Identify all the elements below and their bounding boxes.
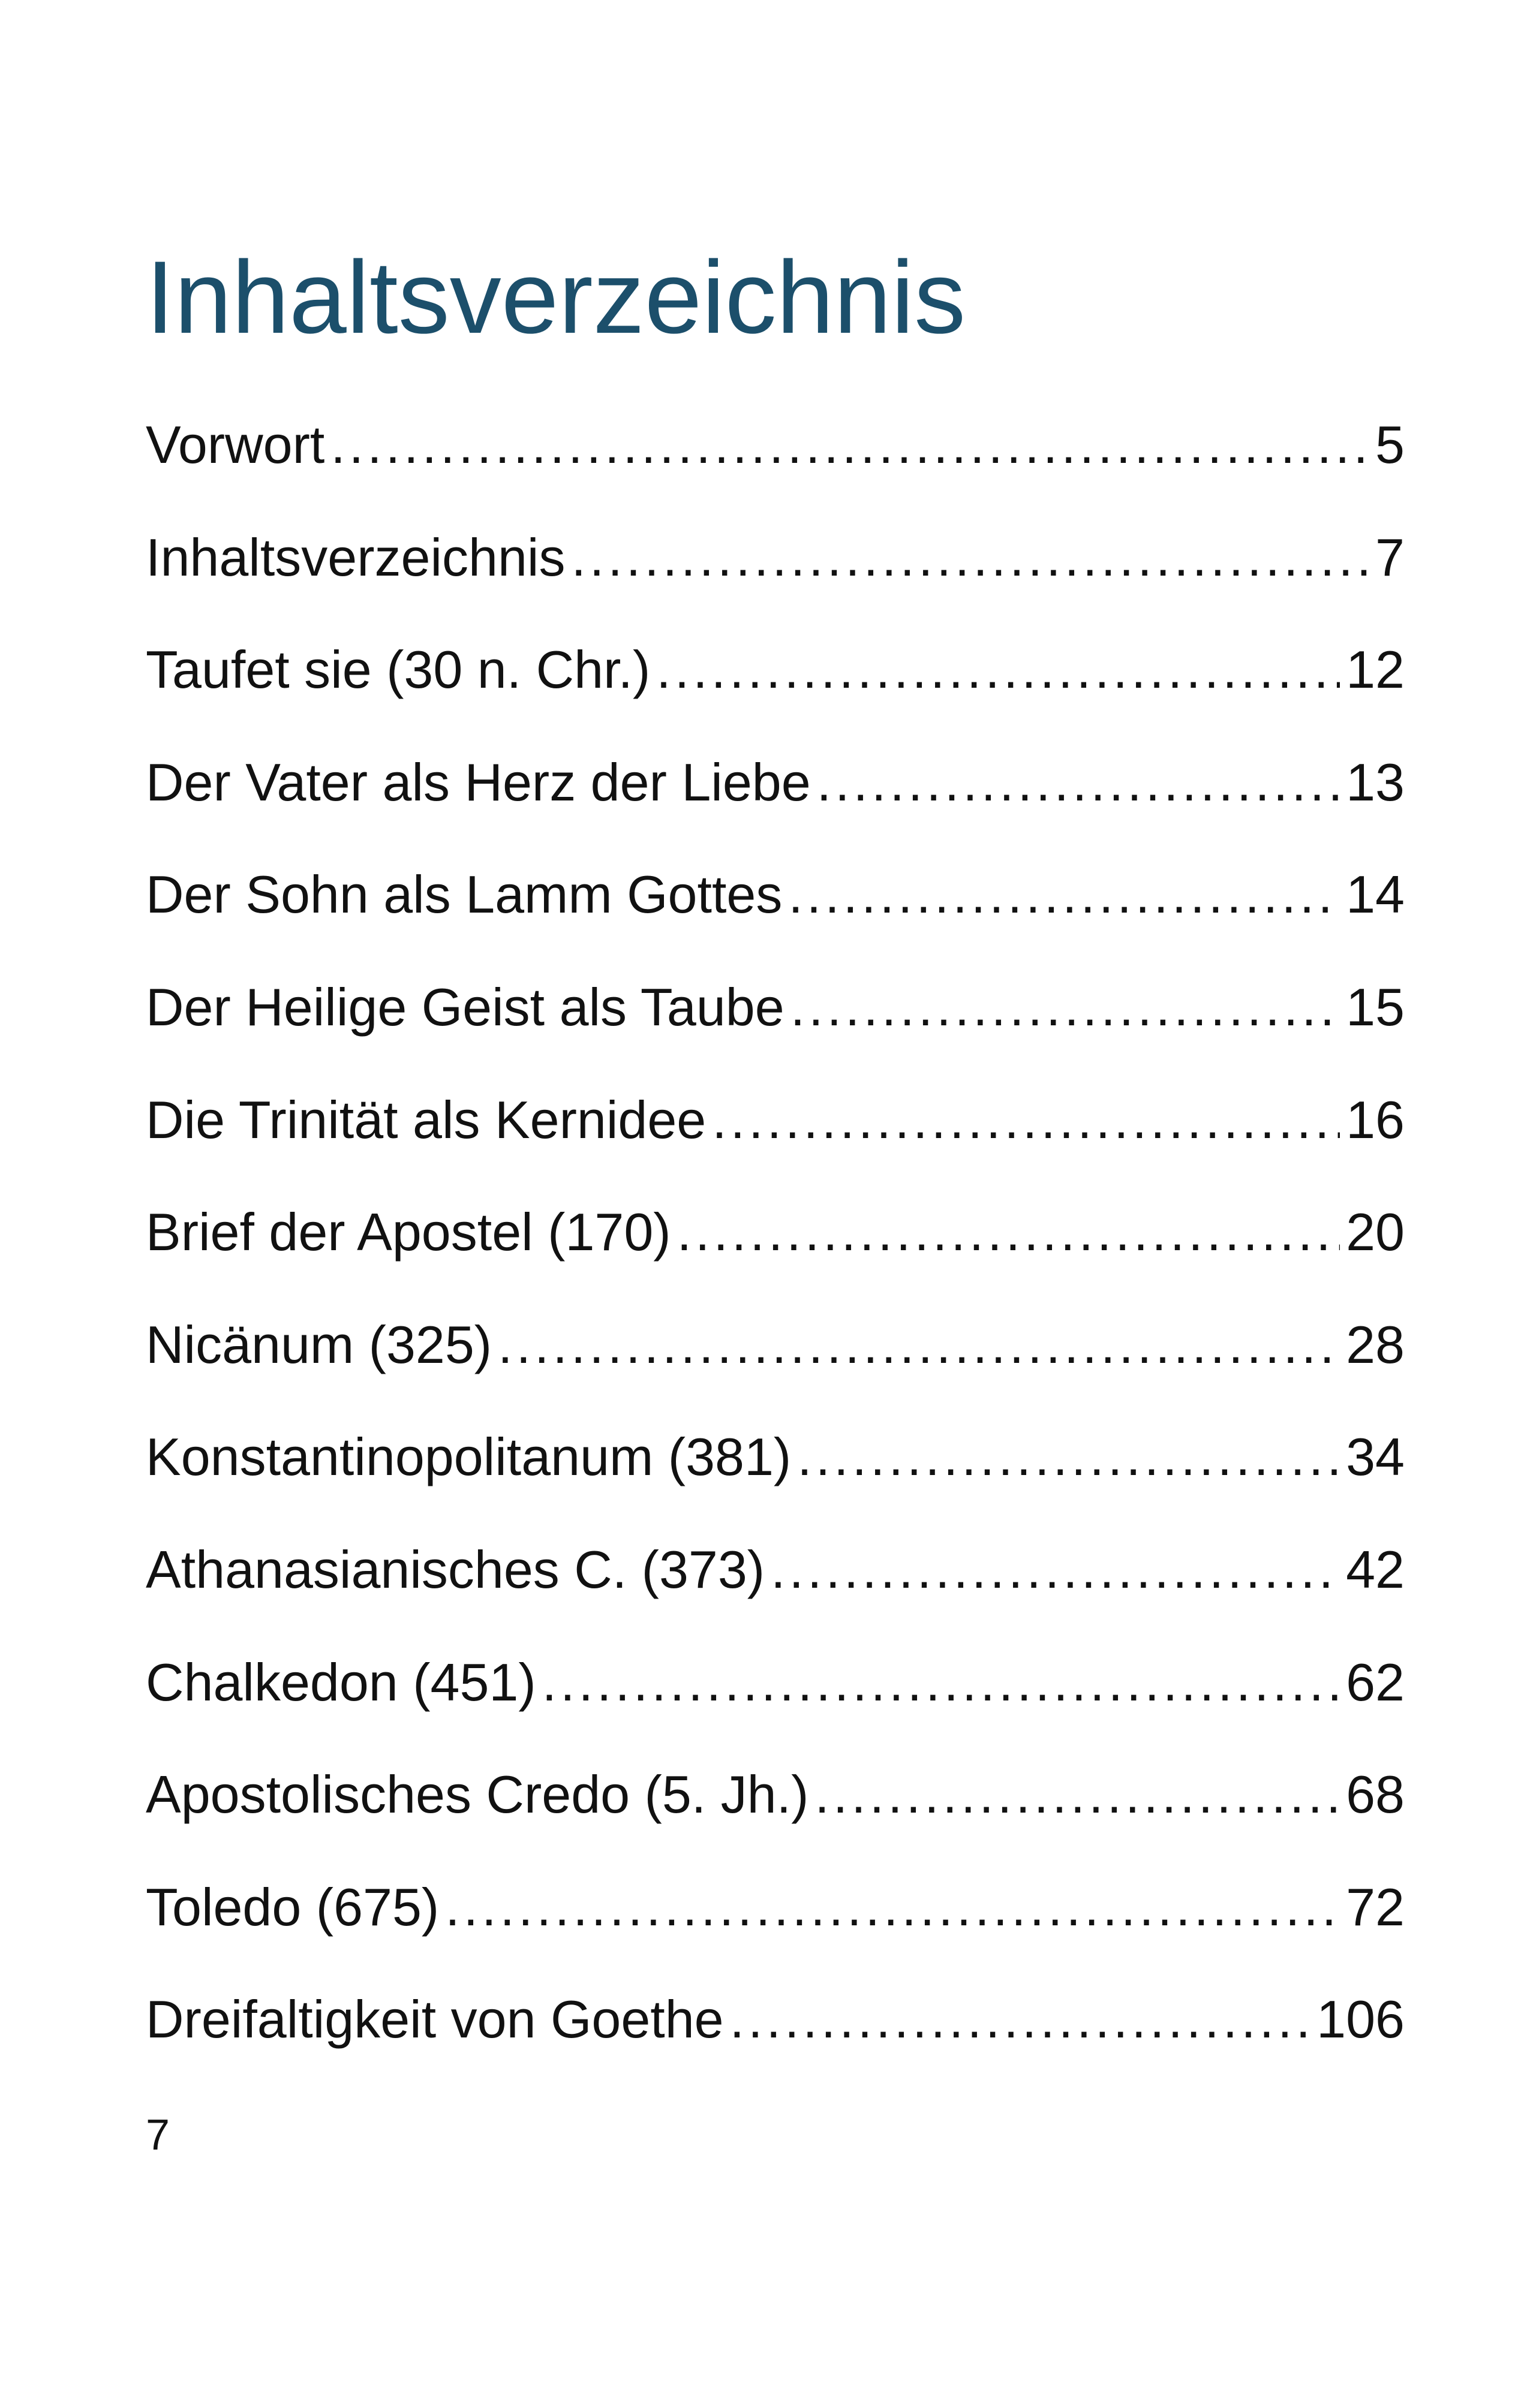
page-number: 7 bbox=[146, 2111, 170, 2159]
toc-dot-leader bbox=[330, 411, 1369, 478]
toc-entry-label: Der Vater als Herz der Liebe bbox=[146, 752, 811, 812]
toc-entry-page: 34 bbox=[1346, 1427, 1405, 1487]
toc-entry[interactable]: Vorwort 5 bbox=[146, 411, 1405, 524]
toc-entry-page: 28 bbox=[1346, 1314, 1405, 1374]
toc-entry[interactable]: Die Trinität als Kernidee 16 bbox=[146, 1086, 1405, 1199]
toc-dot-leader bbox=[677, 1199, 1340, 1266]
toc-dot-leader bbox=[730, 1986, 1311, 2053]
toc-dot-leader bbox=[817, 749, 1340, 816]
toc-dot-leader bbox=[498, 1311, 1340, 1378]
table-of-contents: Vorwort 5 Inhaltsverzeichnis 7 Taufet si… bbox=[146, 411, 1405, 2099]
toc-entry-page: 12 bbox=[1346, 640, 1405, 700]
toc-entry-page: 68 bbox=[1346, 1765, 1405, 1825]
toc-entry-label: Brief der Apostel (170) bbox=[146, 1202, 671, 1262]
toc-entry-label: Konstantinopolitanum (381) bbox=[146, 1427, 792, 1487]
toc-dot-leader bbox=[445, 1874, 1340, 1941]
toc-entry[interactable]: Brief der Apostel (170) 20 bbox=[146, 1199, 1405, 1311]
toc-entry-label: Die Trinität als Kernidee bbox=[146, 1089, 707, 1149]
toc-dot-leader bbox=[712, 1086, 1340, 1154]
toc-entry[interactable]: Der Heilige Geist als Taube 15 bbox=[146, 974, 1405, 1086]
toc-entry[interactable]: Konstantinopolitanum (381) 34 bbox=[146, 1423, 1405, 1536]
toc-entry-page: 62 bbox=[1346, 1652, 1405, 1712]
toc-entry[interactable]: Taufet sie (30 n. Chr.) 12 bbox=[146, 636, 1405, 749]
toc-dot-leader bbox=[771, 1536, 1340, 1603]
toc-entry-label: Inhaltsverzeichnis bbox=[146, 527, 566, 587]
toc-entry-page: 106 bbox=[1316, 1989, 1405, 2049]
toc-entry-page: 20 bbox=[1346, 1202, 1405, 1262]
toc-entry[interactable]: Nicänum (325) 28 bbox=[146, 1311, 1405, 1424]
toc-dot-leader bbox=[797, 1423, 1340, 1491]
toc-entry-label: Der Sohn als Lamm Gottes bbox=[146, 865, 783, 925]
toc-entry-label: Athanasianisches C. (373) bbox=[146, 1539, 765, 1599]
toc-dot-leader bbox=[656, 636, 1340, 703]
toc-entry-label: Apostolisches Credo (5. Jh.) bbox=[146, 1765, 809, 1825]
toc-entry[interactable]: Inhaltsverzeichnis 7 bbox=[146, 524, 1405, 637]
toc-entry-page: 13 bbox=[1346, 752, 1405, 812]
toc-entry[interactable]: Apostolisches Credo (5. Jh.) 68 bbox=[146, 1761, 1405, 1874]
toc-dot-leader bbox=[542, 1649, 1340, 1716]
toc-entry-label: Dreifaltigkeit von Goethe bbox=[146, 1989, 724, 2049]
toc-entry[interactable]: Dreifaltigkeit von Goethe 106 bbox=[146, 1986, 1405, 2099]
toc-entry-label: Taufet sie (30 n. Chr.) bbox=[146, 640, 651, 700]
toc-entry-label: Der Heilige Geist als Taube bbox=[146, 977, 784, 1037]
toc-entry-page: 15 bbox=[1346, 977, 1405, 1037]
toc-entry-label: Vorwort bbox=[146, 415, 325, 474]
toc-entry-page: 72 bbox=[1346, 1877, 1405, 1937]
toc-entry-label: Nicänum (325) bbox=[146, 1314, 492, 1374]
toc-dot-leader bbox=[571, 524, 1369, 591]
toc-dot-leader bbox=[790, 974, 1340, 1041]
toc-entry-page: 16 bbox=[1346, 1089, 1405, 1149]
toc-dot-leader bbox=[814, 1761, 1340, 1828]
toc-entry-page: 7 bbox=[1375, 527, 1405, 587]
toc-entry-label: Chalkedon (451) bbox=[146, 1652, 536, 1712]
toc-entry-page: 14 bbox=[1346, 865, 1405, 925]
toc-entry-page: 42 bbox=[1346, 1539, 1405, 1599]
page-title: Inhaltsverzeichnis bbox=[146, 240, 966, 355]
toc-entry[interactable]: Chalkedon (451) 62 bbox=[146, 1649, 1405, 1762]
toc-entry[interactable]: Der Vater als Herz der Liebe 13 bbox=[146, 749, 1405, 862]
toc-entry[interactable]: Der Sohn als Lamm Gottes 14 bbox=[146, 861, 1405, 974]
toc-entry-page: 5 bbox=[1375, 415, 1405, 474]
toc-entry-label: Toledo (675) bbox=[146, 1877, 440, 1937]
toc-entry[interactable]: Athanasianisches C. (373) 42 bbox=[146, 1536, 1405, 1649]
toc-entry[interactable]: Toledo (675) 72 bbox=[146, 1874, 1405, 1986]
toc-dot-leader bbox=[788, 861, 1340, 928]
